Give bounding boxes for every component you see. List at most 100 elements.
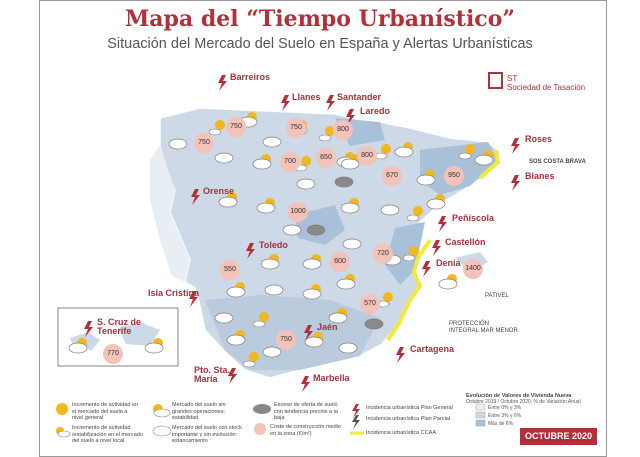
alert-bolt-icon (218, 75, 227, 91)
alert-bolt-icon (438, 216, 447, 232)
sun-cloud-icon (260, 254, 280, 270)
alert-bolt-icon (84, 321, 93, 337)
alert-label: Castellón (445, 237, 486, 247)
legend-evolucion-title: Evolución de Valores de Vivienda Nueva (466, 393, 572, 399)
sun-cloud-icon (218, 192, 238, 208)
sun-cloud-icon (302, 284, 322, 300)
portugal-shape (150, 145, 190, 282)
sun-icon (374, 144, 391, 160)
alert-label: Laredo (360, 106, 391, 116)
alert-bolt-icon (189, 291, 198, 307)
sun-cloud-icon (394, 142, 414, 158)
legend-icons (56, 403, 486, 438)
map-title: Mapa del “Tiempo Urbanístico” (124, 6, 516, 32)
price-circle: 800 (333, 120, 353, 140)
legend-plan-parcial-text: Incidencia urbanística Plan Parcial (366, 416, 451, 422)
note-pativel: PATIVEL (485, 293, 509, 299)
price-circle: 700 (280, 152, 300, 172)
legend-heavy-cloud-text: Exceso de oferta de suelo con tendencia … (274, 402, 338, 421)
brand-logo-icon (488, 72, 503, 89)
brand-name: Sociedad de Tasación (507, 83, 586, 92)
alert-label: Pto. Sta. María (194, 365, 231, 384)
legend-local-text: Incremento de actividad /estabilización … (72, 425, 143, 444)
legend-sun-icon (56, 403, 68, 415)
legend-heavy-cloud-icon (253, 404, 271, 414)
legend-range2-text: Entre 3% y 6% (488, 413, 522, 419)
legend-range1-text: Entre 0% y 3% (488, 405, 522, 411)
price-circle: 950 (444, 166, 464, 186)
price-circle: 750 (226, 117, 246, 137)
price-circle: 1400 (463, 259, 483, 279)
sun-icon (458, 144, 475, 160)
price-circle: 800 (357, 146, 377, 166)
alert-bolt-icon (511, 138, 520, 154)
sun-icon (376, 292, 393, 308)
legend-cloud-icon (152, 425, 172, 437)
price-circle: 720 (373, 244, 393, 264)
alert-bolt-icon (326, 95, 335, 111)
alert-label: Isla Cristina (148, 288, 200, 298)
legend-evolucion-sub: Octubre 2019 / Octubre 2020. % de Variac… (466, 399, 581, 405)
alert-label: Denia (436, 258, 461, 268)
legend-range3-text: Más de 6% (488, 421, 514, 427)
legend-range3-swatch (475, 419, 486, 427)
sun-cloud-icon (304, 332, 324, 348)
alert-bolt-icon (191, 189, 200, 205)
sun-cloud-icon (252, 154, 272, 170)
alert-bolt-icon (281, 95, 290, 111)
price-circle: 650 (316, 148, 336, 168)
map-subtitle: Situación del Mercado del Suelo en Españ… (107, 36, 533, 52)
sun-icon (402, 246, 419, 262)
price-circle: 550 (220, 260, 240, 280)
sun-icon (242, 352, 259, 368)
legend-cost-icon (254, 423, 266, 435)
legend-plan-general-icon (352, 404, 360, 418)
cloud-icon (262, 136, 282, 148)
date-badge: OCTUBRE 2020 (520, 428, 597, 445)
legend-cloud-text: Mercado del suelo con stock importante y… (172, 425, 242, 444)
ccaa-coast-line-north (478, 149, 501, 180)
legend-ccaa-text: Incidencia urbanística CCAA (366, 430, 437, 436)
ccaa-coast-line (386, 238, 432, 342)
legend-range1-swatch (475, 403, 486, 411)
legend-range2-swatch (475, 411, 486, 419)
cloud-icon (214, 152, 234, 164)
alert-bolt-icon (304, 325, 313, 341)
sun-cloud-icon (226, 330, 246, 346)
alert-label: Santander (337, 92, 382, 102)
note-costa-brava: SOS COSTA BRAVA (529, 159, 586, 165)
price-circle: 670 (382, 166, 402, 186)
price-circle: 1000 (288, 202, 308, 222)
sun-cloud-icon (302, 254, 322, 270)
cloud-icon (264, 284, 284, 296)
brand-block: ST Sociedad de Tasación (507, 74, 585, 92)
price-circle: 570 (360, 294, 380, 314)
alert-label: Blanes (525, 171, 555, 181)
cloud-icon (338, 342, 358, 354)
cloud-icon (168, 138, 188, 150)
cloud-icon (282, 224, 302, 236)
sun-cloud-icon (416, 170, 436, 186)
alert-label: Jaén (317, 322, 338, 332)
brand-short: ST (507, 74, 518, 83)
legend-plan-general-text: Incidencia urbanística Plan General (366, 405, 453, 411)
price-circle: 750 (286, 118, 306, 138)
sun-icon (406, 206, 423, 222)
alert-bolt-icon (228, 368, 237, 384)
canary-shape (70, 322, 160, 350)
price-circle: 770 (103, 344, 123, 364)
cloud-icon (262, 346, 282, 358)
cloud-icon (296, 178, 316, 190)
legend-plan-parcial-icon (352, 415, 360, 429)
alert-bolts-group (84, 75, 520, 392)
heavy-cloud-icon (334, 176, 354, 188)
heavy-cloud-icon (306, 224, 326, 236)
legend-sun-text: Incremento de actividad en el mercado de… (72, 402, 139, 421)
sun-icon (208, 120, 225, 136)
heavy-cloud-icon (364, 318, 384, 330)
sun-cloud-icon (336, 274, 356, 290)
sun-cloud-icon (426, 194, 446, 210)
alert-label: Toledo (259, 240, 288, 250)
alert-bolt-icon (432, 240, 441, 256)
